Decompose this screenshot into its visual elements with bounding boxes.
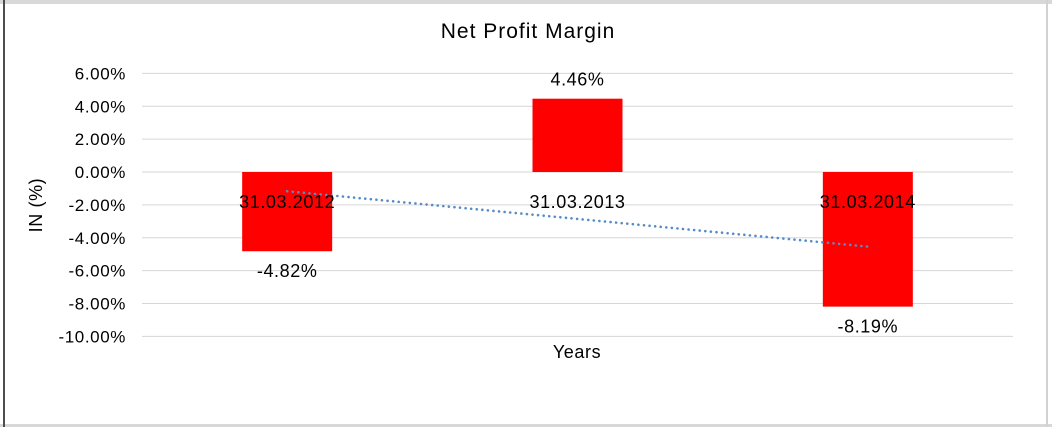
y-tick-label: -2.00% [69, 196, 126, 215]
chart-title: Net Profit Margin [441, 20, 616, 43]
bar-series [242, 98, 913, 307]
category-label: 31.03.2013 [529, 192, 625, 212]
y-tick-label: -10.00% [58, 327, 126, 346]
y-tick-label: -8.00% [69, 295, 126, 314]
data-label: -4.82% [257, 261, 318, 281]
category-label: 31.03.2012 [239, 192, 335, 212]
category-label: 31.03.2014 [820, 192, 916, 212]
x-axis-category-labels: 31.03.2012 31.03.2013 31.03.2014 [239, 192, 916, 212]
x-axis-title: Years [553, 342, 601, 362]
frame-border-bottom [0, 424, 1052, 427]
data-labels: -4.82% 4.46% -8.19% [257, 70, 898, 337]
data-label: -8.19% [838, 317, 899, 337]
frame-border-top [0, 0, 1052, 4]
y-axis-title: IN (%) [26, 178, 46, 233]
data-label: 4.46% [550, 70, 604, 90]
y-tick-label: -6.00% [69, 262, 126, 281]
frame-border-right [1046, 0, 1048, 427]
trendline-path [285, 189, 870, 248]
frame-border-left [3, 0, 5, 427]
bar [822, 172, 913, 307]
y-tick-label: 0.00% [75, 163, 126, 182]
y-tick-label: -4.00% [69, 229, 126, 248]
y-tick-label: 4.00% [75, 97, 126, 116]
bar [532, 98, 623, 172]
y-tick-label: 6.00% [75, 64, 126, 83]
y-axis-tick-labels: 6.00% 4.00% 2.00% 0.00% -2.00% -4.00% -6.00% -8… [58, 64, 126, 346]
bar [242, 172, 333, 252]
trendline [285, 189, 870, 248]
y-tick-label: 2.00% [75, 130, 126, 149]
